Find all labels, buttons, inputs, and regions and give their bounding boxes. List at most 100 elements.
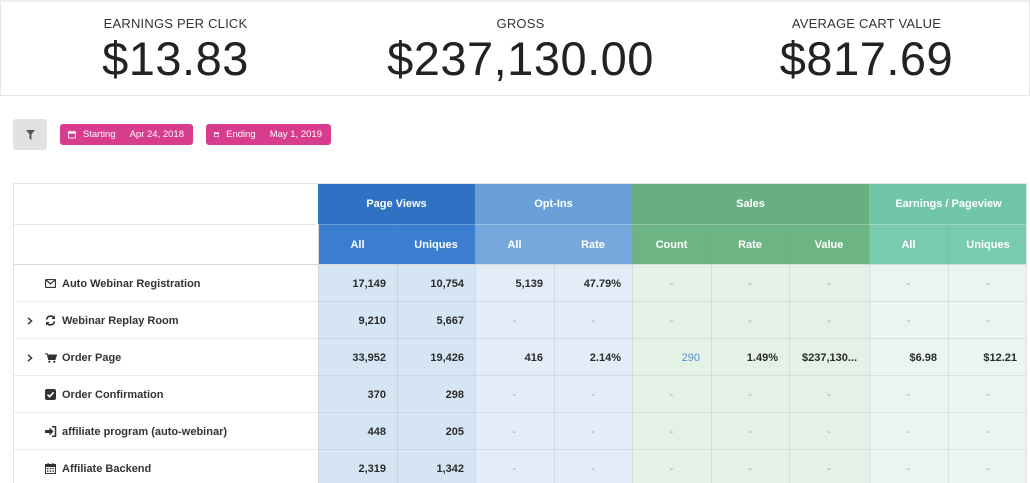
column-header[interactable]: All bbox=[318, 224, 397, 265]
chevron-right-icon[interactable] bbox=[27, 316, 33, 325]
table-cell: - bbox=[669, 425, 674, 438]
table-cell: $6.98 bbox=[909, 351, 937, 364]
table-cell: - bbox=[591, 462, 595, 475]
row-name: Affiliate Backend bbox=[62, 462, 152, 475]
table-cell: $12.21 bbox=[983, 351, 1017, 364]
table-cell: 19,426 bbox=[430, 351, 464, 364]
kpi-label: AVERAGE CART VALUE bbox=[791, 16, 942, 31]
table-row-label[interactable]: Order Confirmation bbox=[14, 376, 318, 413]
row-name: Webinar Replay Room bbox=[62, 314, 179, 327]
ending-label: Ending bbox=[226, 129, 256, 140]
table-row-label[interactable]: Order Page bbox=[14, 339, 318, 376]
table-cell: - bbox=[748, 277, 752, 290]
group-header[interactable]: Page Views bbox=[318, 184, 475, 224]
table-cell: - bbox=[512, 314, 517, 327]
table-cell: 9,210 bbox=[358, 314, 386, 327]
filter-button[interactable] bbox=[13, 119, 47, 150]
table-cell: 10,754 bbox=[430, 277, 464, 290]
cart-icon bbox=[45, 352, 57, 363]
chevron-right-icon[interactable] bbox=[27, 353, 33, 362]
table-cell: - bbox=[669, 388, 674, 401]
table-cell: - bbox=[986, 314, 990, 327]
table-cell: - bbox=[748, 388, 752, 401]
table-row-label[interactable]: Affiliate Backend bbox=[14, 450, 318, 483]
table-cell: - bbox=[669, 277, 674, 290]
group-body bbox=[869, 265, 1026, 483]
table-cell: - bbox=[827, 462, 831, 475]
table-cell: 448 bbox=[367, 425, 386, 438]
column-divider bbox=[318, 224, 319, 483]
table-cell: 33,952 bbox=[352, 351, 386, 364]
table-cell: - bbox=[906, 425, 911, 438]
table-cell: - bbox=[591, 425, 595, 438]
filter-icon bbox=[25, 129, 35, 140]
column-divider bbox=[397, 224, 398, 483]
kpi-label: EARNINGS PER CLICK bbox=[103, 16, 248, 31]
table-cell: - bbox=[986, 277, 990, 290]
check-square-icon bbox=[45, 389, 56, 400]
header-divider bbox=[14, 264, 1026, 265]
group-body bbox=[475, 265, 632, 483]
table-row-label[interactable]: Webinar Replay Room bbox=[14, 302, 318, 339]
funnel-stats-table: Page Views All Uniques Opt-Ins All Rate Sales C… bbox=[13, 183, 1027, 483]
column-header[interactable]: All bbox=[869, 224, 948, 265]
row-divider bbox=[14, 338, 1026, 339]
ending-date-chip[interactable]: Ending May 1, 2019 bbox=[206, 124, 331, 145]
column-divider bbox=[789, 224, 790, 483]
row-divider bbox=[14, 449, 1026, 450]
table-cell: 370 bbox=[367, 388, 386, 401]
table-row-label[interactable]: affiliate program (auto-webinar) bbox=[14, 413, 318, 450]
table-cell: - bbox=[591, 314, 595, 327]
starting-label: Starting bbox=[82, 129, 116, 140]
header-divider bbox=[14, 224, 316, 225]
table-cell: 298 bbox=[445, 388, 464, 401]
group-header[interactable]: Earnings / Pageview bbox=[869, 184, 1026, 224]
table-cell: $237,130... bbox=[802, 351, 858, 364]
kpi-value: $817.69 bbox=[779, 32, 954, 85]
refresh-icon bbox=[45, 315, 56, 326]
column-divider bbox=[475, 224, 476, 483]
row-name: Order Page bbox=[62, 351, 122, 364]
table-cell: 205 bbox=[445, 425, 464, 438]
column-header[interactable]: All bbox=[475, 224, 554, 265]
column-header[interactable]: Count bbox=[632, 224, 711, 265]
row-divider bbox=[14, 412, 1026, 413]
row-divider bbox=[14, 301, 1026, 302]
kpi-value: $237,130.00 bbox=[387, 32, 654, 85]
table-row-label[interactable]: Auto Webinar Registration bbox=[14, 265, 318, 302]
table-cell: - bbox=[906, 462, 911, 475]
table-cell: - bbox=[906, 277, 911, 290]
group-header[interactable]: Opt-Ins bbox=[475, 184, 632, 224]
sales-count-link[interactable]: 290 bbox=[681, 351, 700, 364]
table-cell: - bbox=[748, 462, 752, 475]
column-header[interactable]: Value bbox=[789, 224, 869, 265]
table-cell: - bbox=[748, 314, 752, 327]
table-cell: 2,319 bbox=[358, 462, 386, 475]
kpi-gross: GROSS $237,130.00 bbox=[349, 2, 692, 85]
calendar-icon bbox=[45, 463, 56, 474]
starting-date-chip[interactable]: Starting Apr 24, 2018 bbox=[60, 124, 193, 145]
column-divider bbox=[554, 224, 555, 483]
table-cell: - bbox=[512, 425, 517, 438]
row-name: Order Confirmation bbox=[62, 388, 164, 401]
group-body bbox=[632, 265, 869, 483]
table-cell: - bbox=[986, 388, 990, 401]
calendar-icon bbox=[68, 130, 76, 139]
table-cell: - bbox=[512, 462, 517, 475]
table-cell: - bbox=[669, 314, 674, 327]
column-header[interactable]: Rate bbox=[554, 224, 632, 265]
row-name: affiliate program (auto-webinar) bbox=[62, 425, 228, 438]
table-cell: - bbox=[986, 425, 990, 438]
table-cell: - bbox=[827, 388, 831, 401]
table-cell: - bbox=[591, 388, 595, 401]
column-header[interactable]: Rate bbox=[711, 224, 789, 265]
column-header[interactable]: Uniques bbox=[948, 224, 1026, 265]
group-header[interactable]: Sales bbox=[632, 184, 869, 224]
table-cell: 17,149 bbox=[352, 277, 386, 290]
table-cell: - bbox=[748, 425, 752, 438]
column-header[interactable]: Uniques bbox=[397, 224, 475, 265]
table-cell: 47.79% bbox=[583, 277, 621, 290]
table-cell: 416 bbox=[524, 351, 543, 364]
table-cell: - bbox=[669, 462, 674, 475]
table-cell: 5,667 bbox=[436, 314, 464, 327]
